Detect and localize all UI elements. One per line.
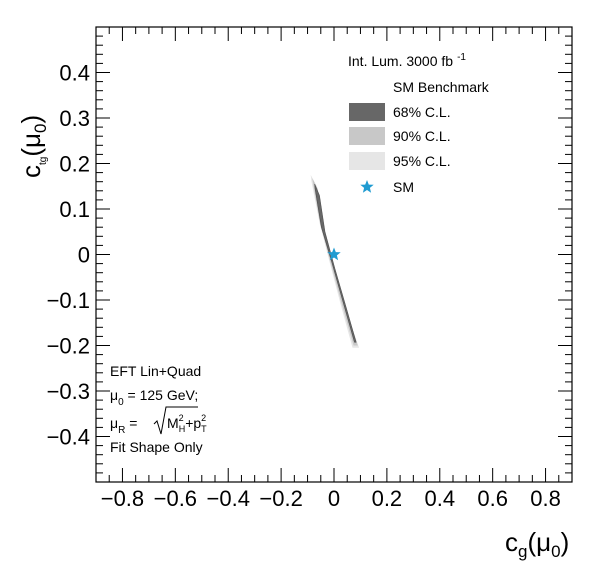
legend-subheader: SM Benchmark (393, 79, 490, 95)
y-tick-label: 0 (78, 243, 90, 268)
legend-swatch-68 (349, 103, 385, 121)
annotation-muR: μR = (110, 415, 137, 436)
legend-swatch-90 (349, 127, 385, 145)
annotation-mu0: μ0 = 125 GeV; (110, 387, 198, 408)
legend-header: Int. Lum. 3000 fb -1 (348, 52, 466, 69)
x-axis-title: cg(μ0) (505, 527, 569, 561)
markers (327, 247, 341, 261)
x-tick-label: 0.8 (530, 486, 561, 511)
y-tick-label: 0.3 (59, 106, 90, 131)
legend-swatch-95 (349, 152, 385, 170)
y-tick-label: −0.3 (47, 379, 90, 404)
y-tick-label: −0.1 (47, 288, 90, 313)
legend: Int. Lum. 3000 fb -1 SM Benchmark 68% C.L… (348, 52, 490, 195)
legend-label-90: 90% C.L. (393, 128, 451, 144)
x-tick-label: −0.2 (259, 486, 302, 511)
x-tick-label: −0.4 (207, 486, 250, 511)
x-tick-label: 0.6 (477, 486, 508, 511)
legend-sm-star-icon (360, 180, 374, 193)
sm-point-star-icon (327, 247, 341, 261)
y-tick-label: −0.2 (47, 334, 90, 359)
legend-label-sm: SM (393, 179, 414, 195)
confidence-regions (310, 174, 360, 348)
y-tick-label: −0.4 (47, 425, 90, 450)
sqrt-sign-icon (153, 406, 198, 435)
legend-label-68: 68% C.L. (393, 104, 451, 120)
x-tick-label: 0.2 (372, 486, 403, 511)
annotation-fit-shape: Fit Shape Only (110, 439, 203, 455)
annotation-sqrt-content: M2 H+p2 T (167, 413, 207, 434)
x-tick-label: 0 (328, 486, 340, 511)
annotation-eft: EFT Lin+Quad (110, 363, 201, 379)
y-tick-label: 0.4 (59, 61, 90, 86)
y-axis-title: ctg(μ0) (16, 115, 50, 178)
fit-annotations: EFT Lin+Quad μ0 = 125 GeV; μR = M2 H+p2 T … (110, 363, 207, 455)
region-68-cl (314, 183, 357, 343)
axis-ticks: −0.8 −0.6 −0.4 −0.2 0 0.2 0.4 0.6 0.8 −0.4 −0.3 −0.… (47, 27, 573, 511)
x-tick-label: −0.6 (154, 486, 197, 511)
legend-label-95: 95% C.L. (393, 153, 451, 169)
x-tick-label: 0.4 (424, 486, 455, 511)
x-tick-label: −0.8 (101, 486, 144, 511)
y-tick-label: 0.1 (59, 197, 90, 222)
y-tick-label: 0.2 (59, 152, 90, 177)
